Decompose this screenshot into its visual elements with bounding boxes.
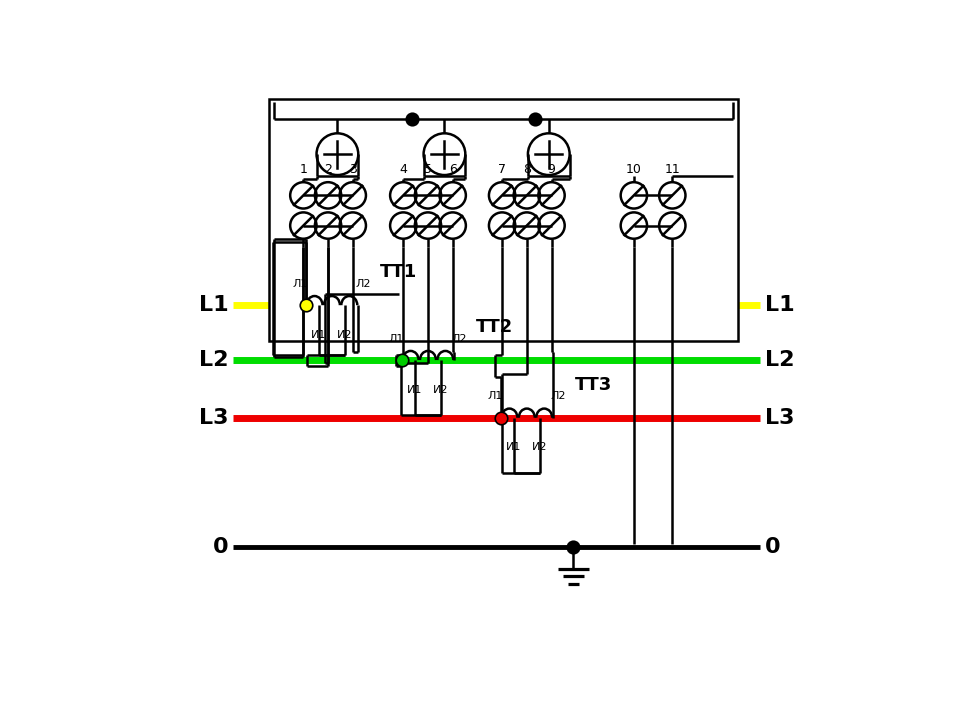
- Text: И2: И2: [337, 330, 353, 340]
- Text: L1: L1: [765, 295, 795, 315]
- Text: 7: 7: [498, 163, 506, 175]
- Text: 3: 3: [349, 163, 357, 175]
- Bar: [268, 99, 738, 341]
- Text: 10: 10: [626, 163, 641, 175]
- Text: 4: 4: [399, 163, 407, 175]
- Text: 5: 5: [424, 163, 432, 175]
- Text: 2: 2: [324, 163, 332, 175]
- Text: 0: 0: [765, 537, 780, 557]
- Text: L2: L2: [765, 350, 794, 370]
- Text: 1: 1: [299, 163, 307, 175]
- Text: Л2: Л2: [452, 334, 467, 344]
- Text: Л2: Л2: [356, 279, 371, 289]
- Text: L3: L3: [765, 408, 794, 428]
- Text: Л2: Л2: [550, 391, 566, 401]
- Text: 0: 0: [213, 537, 229, 557]
- Text: ТТ3: ТТ3: [575, 376, 612, 394]
- Text: ТТ2: ТТ2: [476, 318, 514, 336]
- Text: ТТ1: ТТ1: [380, 263, 418, 281]
- Text: И2: И2: [433, 385, 449, 395]
- Text: L2: L2: [200, 350, 229, 370]
- Text: L3: L3: [200, 408, 229, 428]
- Text: И2: И2: [532, 442, 547, 453]
- Text: И1: И1: [311, 330, 327, 340]
- Text: И1: И1: [407, 385, 422, 395]
- Text: Л1: Л1: [389, 334, 404, 344]
- Text: 9: 9: [547, 163, 555, 175]
- Text: 8: 8: [523, 163, 531, 175]
- Text: 6: 6: [449, 163, 456, 175]
- Text: Л1: Л1: [487, 391, 503, 401]
- Text: Л1: Л1: [293, 279, 308, 289]
- Text: 11: 11: [665, 163, 680, 175]
- Text: И1: И1: [506, 442, 521, 453]
- Text: L1: L1: [199, 295, 229, 315]
